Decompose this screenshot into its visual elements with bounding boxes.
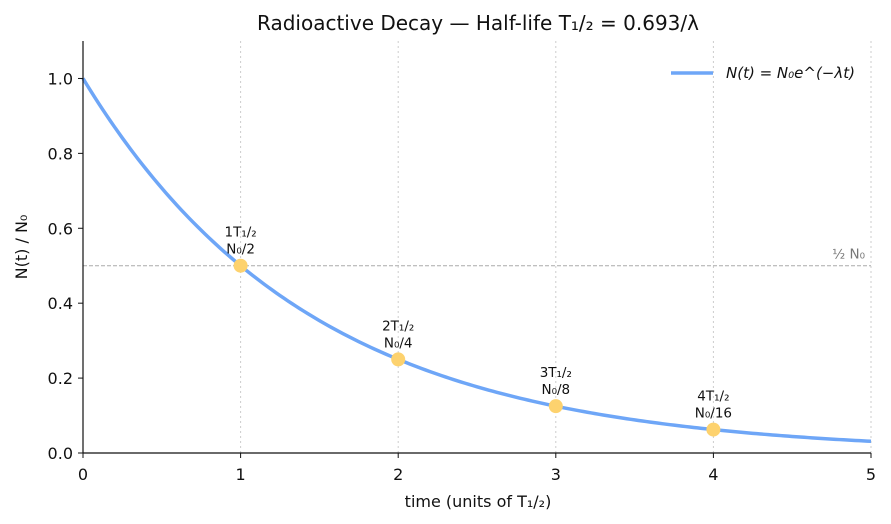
x-tick-label-4: 4 — [708, 465, 718, 484]
y-tick-label-3: 0.6 — [48, 219, 73, 238]
marker-label-3-fraction: N₀/8 — [541, 382, 570, 398]
decay-curve-group — [81, 77, 872, 444]
x-tick-label-1: 1 — [236, 465, 246, 484]
x-tick-label-5: 5 — [866, 465, 876, 484]
marker-label-3-multiple: 3T₁/₂ — [540, 365, 572, 381]
x-axis-label: time (units of T₁/₂) — [405, 492, 552, 511]
y-axis-label: N(t) / N₀ — [12, 215, 31, 280]
y-tick-label-4: 0.8 — [48, 144, 73, 163]
axes — [82, 41, 871, 454]
x-tick-label-3: 3 — [551, 465, 561, 484]
decay-curve-line — [81, 77, 872, 444]
x-tick-label-0: 0 — [78, 465, 88, 484]
y-tick-label-0: 0.0 — [48, 444, 73, 463]
legend-label: N(t) = N₀e^(−λt) — [726, 64, 855, 82]
half-life-reference: ½ N₀ — [83, 247, 871, 267]
y-tick-label-2: 0.4 — [48, 294, 73, 313]
half-reference-label: ½ N₀ — [832, 247, 865, 263]
y-tick-label-1: 0.2 — [48, 369, 73, 388]
half-life-point-3 — [548, 399, 563, 414]
half-life-point-1 — [233, 258, 248, 273]
legend: N(t) = N₀e^(−λt) — [671, 64, 855, 82]
marker-label-4-multiple: 4T₁/₂ — [697, 389, 729, 405]
marker-label-1-multiple: 1T₁/₂ — [224, 225, 256, 241]
marker-label-4-fraction: N₀/16 — [695, 406, 732, 422]
y-tick-label-5: 1.0 — [48, 69, 73, 88]
marker-label-1-fraction: N₀/2 — [226, 242, 255, 258]
x-tick-label-2: 2 — [393, 465, 403, 484]
tick-labels: 0 1 2 3 4 5 0.0 0.2 0.4 0.6 0.8 1.0 — [48, 69, 877, 484]
half-life-point-2 — [391, 352, 406, 367]
half-life-markers: 1T₁/₂N₀/2 2T₁/₂N₀/4 3T₁/₂N₀/8 4T₁/₂N₀/16 — [224, 225, 732, 437]
marker-label-2-multiple: 2T₁/₂ — [382, 318, 414, 334]
marker-label-2-fraction: N₀/4 — [384, 335, 413, 351]
half-life-point-4 — [706, 422, 721, 437]
grid-lines — [240, 41, 872, 453]
chart-title: Radioactive Decay — Half-life T₁/₂ = 0.6… — [257, 11, 699, 35]
